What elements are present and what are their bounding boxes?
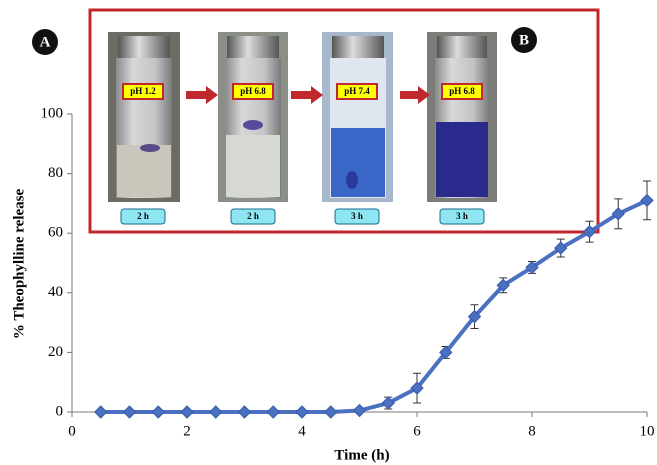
data-point <box>496 278 510 293</box>
y-axis-label: % Theophylline release <box>11 189 27 340</box>
y-tick-label: 20 <box>48 344 63 360</box>
data-point <box>324 405 338 419</box>
vial-photo <box>322 32 393 202</box>
panel-label: B <box>519 32 529 48</box>
ph-badge <box>122 83 164 100</box>
y-tick-label: 0 <box>56 403 64 419</box>
y-tick-label: 80 <box>48 165 63 181</box>
data-point <box>467 309 482 324</box>
x-tick-label: 6 <box>413 423 421 439</box>
ph-badge <box>336 83 378 100</box>
time-badge <box>334 208 380 225</box>
time-label: 2 h <box>137 211 149 221</box>
ph-badge <box>232 83 274 100</box>
x-tick-label: 8 <box>528 423 536 439</box>
data-point <box>180 405 194 419</box>
time-label: 3 h <box>456 211 468 221</box>
data-point <box>266 405 280 419</box>
ph-badge <box>441 83 483 100</box>
arrows <box>186 86 430 104</box>
ph-label: pH 6.8 <box>240 86 266 96</box>
time-badge <box>439 208 485 225</box>
x-tick-label: 0 <box>68 423 76 439</box>
x-tick-label: 4 <box>298 423 306 439</box>
panel-badge <box>32 29 58 55</box>
panel-label: A <box>40 34 51 50</box>
data-point <box>554 241 568 255</box>
data-point <box>237 405 252 419</box>
ph-label: pH 6.8 <box>449 86 475 96</box>
y-tick-label: 100 <box>41 105 64 121</box>
data-point <box>94 405 108 419</box>
x-axis-label: Time (h) <box>334 447 389 463</box>
vial-photo <box>427 32 497 202</box>
data-point <box>122 405 137 419</box>
ph-label: pH 1.2 <box>130 86 156 96</box>
y-tick-label: 40 <box>48 284 63 300</box>
x-tick-label: 2 <box>183 423 191 439</box>
data-point <box>209 405 223 419</box>
vial-photo <box>108 32 180 202</box>
data-point <box>611 207 625 221</box>
data-point <box>352 403 367 418</box>
ph-label: pH 7.4 <box>344 86 370 96</box>
data-point <box>640 193 654 208</box>
panel-badge <box>511 27 537 53</box>
x-tick-label: 10 <box>640 423 655 439</box>
data-point <box>295 405 309 419</box>
time-badge <box>120 208 166 225</box>
time-badge <box>230 208 276 225</box>
time-label: 2 h <box>247 211 259 221</box>
y-tick-label: 60 <box>48 225 63 241</box>
data-point <box>582 225 597 239</box>
data-point <box>151 405 165 419</box>
time-label: 3 h <box>351 211 363 221</box>
data-point <box>439 345 453 360</box>
data-point <box>410 381 424 395</box>
data-point <box>525 260 539 275</box>
inset: pH 1.2 2 h pH 6.8 2 h pH 7.4 3 h pH 6.8 3 h A B <box>32 8 600 234</box>
vial-photo <box>218 32 288 202</box>
data-point <box>381 396 395 410</box>
